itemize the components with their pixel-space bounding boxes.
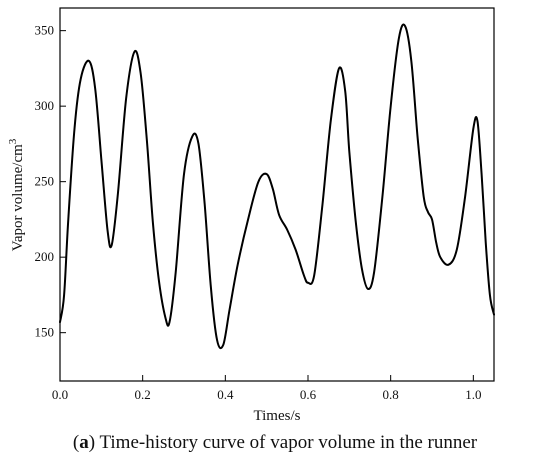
- y-tick-label: 300: [35, 98, 55, 113]
- figure-caption: (a) Time-history curve of vapor volume i…: [72, 432, 478, 453]
- y-axis-title: Vapor volume/cm3: [7, 138, 26, 251]
- vapor-volume-chart: 0.0 0.2 0.4 0.6 0.8 1.0 150 200 250 300 350 Times…: [7, 7, 495, 424]
- x-axis-ticks: 0.0 0.2 0.4 0.6 0.8 1.0: [52, 375, 481, 402]
- vapor-volume-series-line: [59, 23, 495, 350]
- x-tick-label: 0.6: [300, 387, 317, 402]
- y-axis-title-superscript: 3: [7, 138, 19, 144]
- y-tick-label: 250: [35, 174, 55, 189]
- x-tick-label: 0.8: [383, 387, 399, 402]
- caption-label: a: [79, 432, 89, 453]
- x-axis-title: Times/s: [254, 408, 301, 424]
- x-tick-label: 0.2: [135, 387, 151, 402]
- x-tick-label: 0.4: [217, 387, 234, 402]
- y-tick-label: 350: [35, 23, 55, 38]
- x-tick-label: 1.0: [465, 387, 481, 402]
- y-axis-title-text: Vapor volume/cm: [10, 144, 26, 251]
- y-tick-label: 200: [35, 249, 55, 264]
- plot-frame: [59, 7, 495, 382]
- y-tick-label: 150: [35, 325, 55, 340]
- y-axis-ticks: 150 200 250 300 350: [35, 23, 66, 340]
- caption-text: Time-history curve of vapor volume in th…: [99, 432, 478, 453]
- x-tick-label: 0.0: [52, 387, 68, 402]
